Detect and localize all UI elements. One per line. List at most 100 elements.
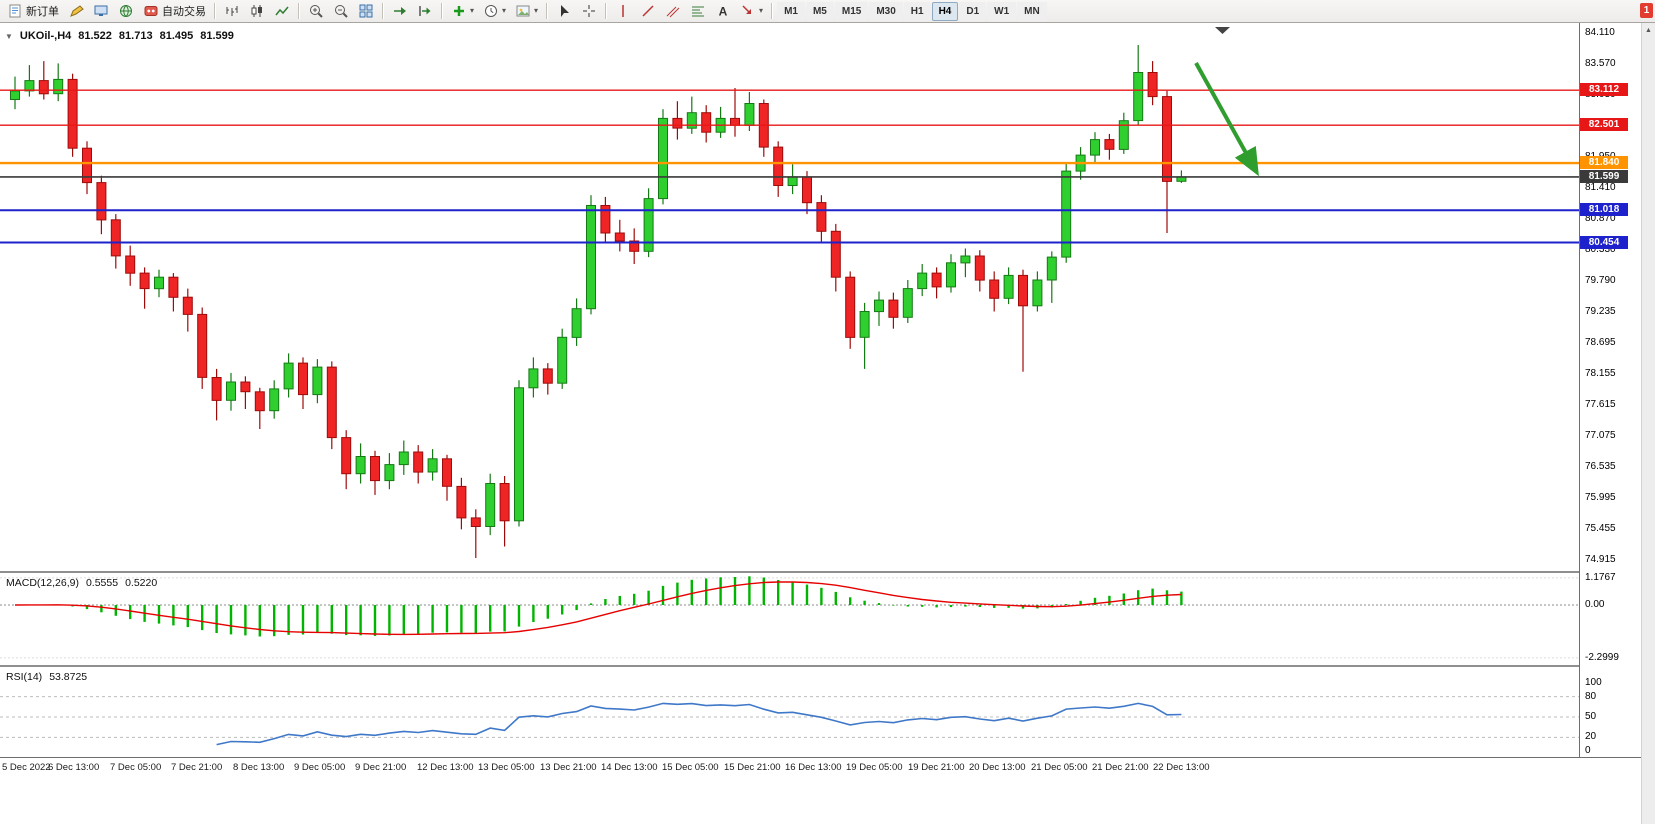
time-label: 14 Dec 13:00	[601, 762, 658, 773]
toolbar-separator	[605, 3, 608, 19]
auto-scroll-icon	[394, 7, 406, 15]
svg-text:A: A	[719, 5, 728, 19]
window-scrollbar[interactable]: ▲	[1641, 23, 1655, 824]
indicator-plus-icon	[454, 6, 464, 16]
bar-chart-button[interactable]	[220, 1, 244, 21]
one-click-trading-toggle-icon[interactable]: ▼	[5, 31, 13, 41]
toolbar-separator	[298, 3, 300, 19]
timeframe-w1-button[interactable]: W1	[987, 1, 1017, 21]
time-label: 16 Dec 13:00	[785, 762, 842, 773]
clock-icon	[485, 5, 498, 17]
autotrading-button[interactable]: 自动交易	[139, 1, 210, 21]
price-level-badge: 81.840	[1580, 156, 1628, 170]
autotrading-label: 自动交易	[162, 6, 206, 18]
price-level-badge: 81.018	[1580, 203, 1628, 217]
macd-plot[interactable]	[0, 573, 1641, 665]
terminal-button[interactable]	[89, 1, 113, 21]
channel-tool-button[interactable]	[661, 1, 685, 21]
zoom-out-button[interactable]	[329, 1, 353, 21]
crosshair-button[interactable]	[577, 1, 601, 21]
chart-shift-button[interactable]	[413, 1, 437, 21]
line-chart-button[interactable]	[270, 1, 294, 21]
candles-layer	[10, 45, 1187, 558]
fibonacci-tool-button[interactable]	[686, 1, 710, 21]
new-order-button[interactable]: 新订单	[3, 1, 63, 21]
market-button[interactable]	[114, 1, 138, 21]
price-level-badge: 83.112	[1580, 83, 1628, 97]
periods-menu-button[interactable]: ▾	[479, 1, 510, 21]
tile-windows-button[interactable]	[354, 1, 378, 21]
rsi-scale-tick: 100	[1585, 677, 1602, 688]
price-axis[interactable]: 84.11083.57083.03082.49081.95081.41080.8…	[1579, 23, 1641, 757]
timeframe-m1-button[interactable]: M1	[777, 1, 805, 21]
vertical-line-tool-button[interactable]	[611, 1, 635, 21]
macd-scale-tick: 0.00	[1585, 599, 1605, 610]
toolbar-separator	[441, 3, 443, 19]
price-tick: 76.535	[1585, 461, 1616, 473]
time-label: 13 Dec 21:00	[540, 762, 597, 773]
time-label: 13 Dec 05:00	[478, 762, 535, 773]
macd-main-value: 0.5555	[85, 577, 119, 589]
rsi-plot[interactable]	[0, 667, 1641, 757]
autotrading-robot-icon	[144, 6, 158, 16]
time-label: 19 Dec 21:00	[908, 762, 965, 773]
price-level-badge: 82.501	[1580, 118, 1628, 132]
time-label: 12 Dec 13:00	[417, 762, 474, 773]
trendline-tool-button[interactable]	[636, 1, 660, 21]
macd-name: MACD(12,26,9)	[6, 577, 79, 589]
auto-scroll-button[interactable]	[388, 1, 412, 21]
pane-resize-handle[interactable]	[0, 571, 1641, 573]
timeframe-d1-button[interactable]: D1	[959, 1, 987, 21]
cursor-button[interactable]	[552, 1, 576, 21]
bar-chart-icon	[226, 6, 238, 16]
timeframe-m30-button[interactable]: M30	[869, 1, 903, 21]
price-tick: 79.790	[1585, 274, 1616, 286]
time-label: 21 Dec 21:00	[1092, 762, 1149, 773]
globe-icon	[120, 5, 132, 17]
timeframe-mn-button[interactable]: MN	[1017, 1, 1047, 21]
timeframe-m15-button[interactable]: M15	[834, 1, 869, 21]
candlestick-plot[interactable]	[0, 23, 1579, 571]
price-tick: 77.075	[1585, 430, 1616, 442]
chart-header: ▼ UKOil-,H4 81.522 81.713 81.495 81.599	[5, 30, 234, 42]
timeframe-m5-button[interactable]: M5	[805, 1, 834, 21]
price-tick: 80.330	[1585, 243, 1616, 255]
trendline-icon	[642, 5, 654, 17]
time-label: 9 Dec 05:00	[294, 762, 346, 773]
rsi-scale-tick: 80	[1585, 690, 1597, 702]
indicators-menu-button[interactable]: ▾	[447, 1, 478, 21]
time-label: 22 Dec 13:00	[1153, 762, 1210, 773]
price-tick: 75.995	[1585, 492, 1616, 504]
dropdown-caret-icon: ▾	[502, 6, 507, 15]
scroll-up-arrow-icon[interactable]: ▲	[1645, 27, 1652, 34]
arrows-tool-button[interactable]: ▾	[736, 1, 767, 21]
templates-menu-button[interactable]: ▾	[511, 1, 542, 21]
price-chart-pane[interactable]: ▼ UKOil-,H4 81.522 81.713 81.495 81.599	[0, 23, 1579, 571]
notification-badge[interactable]: 1	[1640, 3, 1653, 18]
time-label: 20 Dec 13:00	[969, 762, 1026, 773]
toolbar: 新订单 自动交易	[0, 0, 1655, 23]
time-label: 8 Dec 13:00	[233, 762, 285, 773]
text-tool-button[interactable]: A	[711, 1, 735, 21]
time-axis[interactable]: 5 Dec 2022 6 Dec 13:00 7 Dec 05:00 7 Dec 21…	[0, 757, 1641, 780]
price-tick: 78.155	[1585, 368, 1616, 380]
toolbar-separator	[214, 3, 216, 19]
price-level-badge: 80.454	[1580, 235, 1628, 249]
vertical-line-icon	[622, 5, 624, 17]
macd-scale-tick: -2.2999	[1585, 651, 1619, 663]
timeframe-h4-button[interactable]: H4	[931, 1, 959, 21]
rsi-scale-tick: 50	[1585, 711, 1597, 722]
price-tick: 77.615	[1585, 399, 1616, 411]
candlestick-chart-button[interactable]	[245, 1, 269, 21]
macd-label: MACD(12,26,9) 0.5555 0.5220	[6, 577, 157, 589]
pane-resize-handle[interactable]	[0, 665, 1641, 667]
fibonacci-icon	[692, 6, 705, 17]
metaeditor-button[interactable]	[64, 1, 88, 21]
zoom-in-button[interactable]	[304, 1, 328, 21]
timeframe-h1-button[interactable]: H1	[903, 1, 931, 21]
time-label: 9 Dec 21:00	[355, 762, 407, 773]
price-tick: 75.455	[1585, 523, 1616, 535]
price-tick: 83.570	[1585, 57, 1616, 69]
quote-low: 81.495	[159, 30, 194, 42]
dropdown-caret-icon: ▾	[759, 6, 764, 15]
